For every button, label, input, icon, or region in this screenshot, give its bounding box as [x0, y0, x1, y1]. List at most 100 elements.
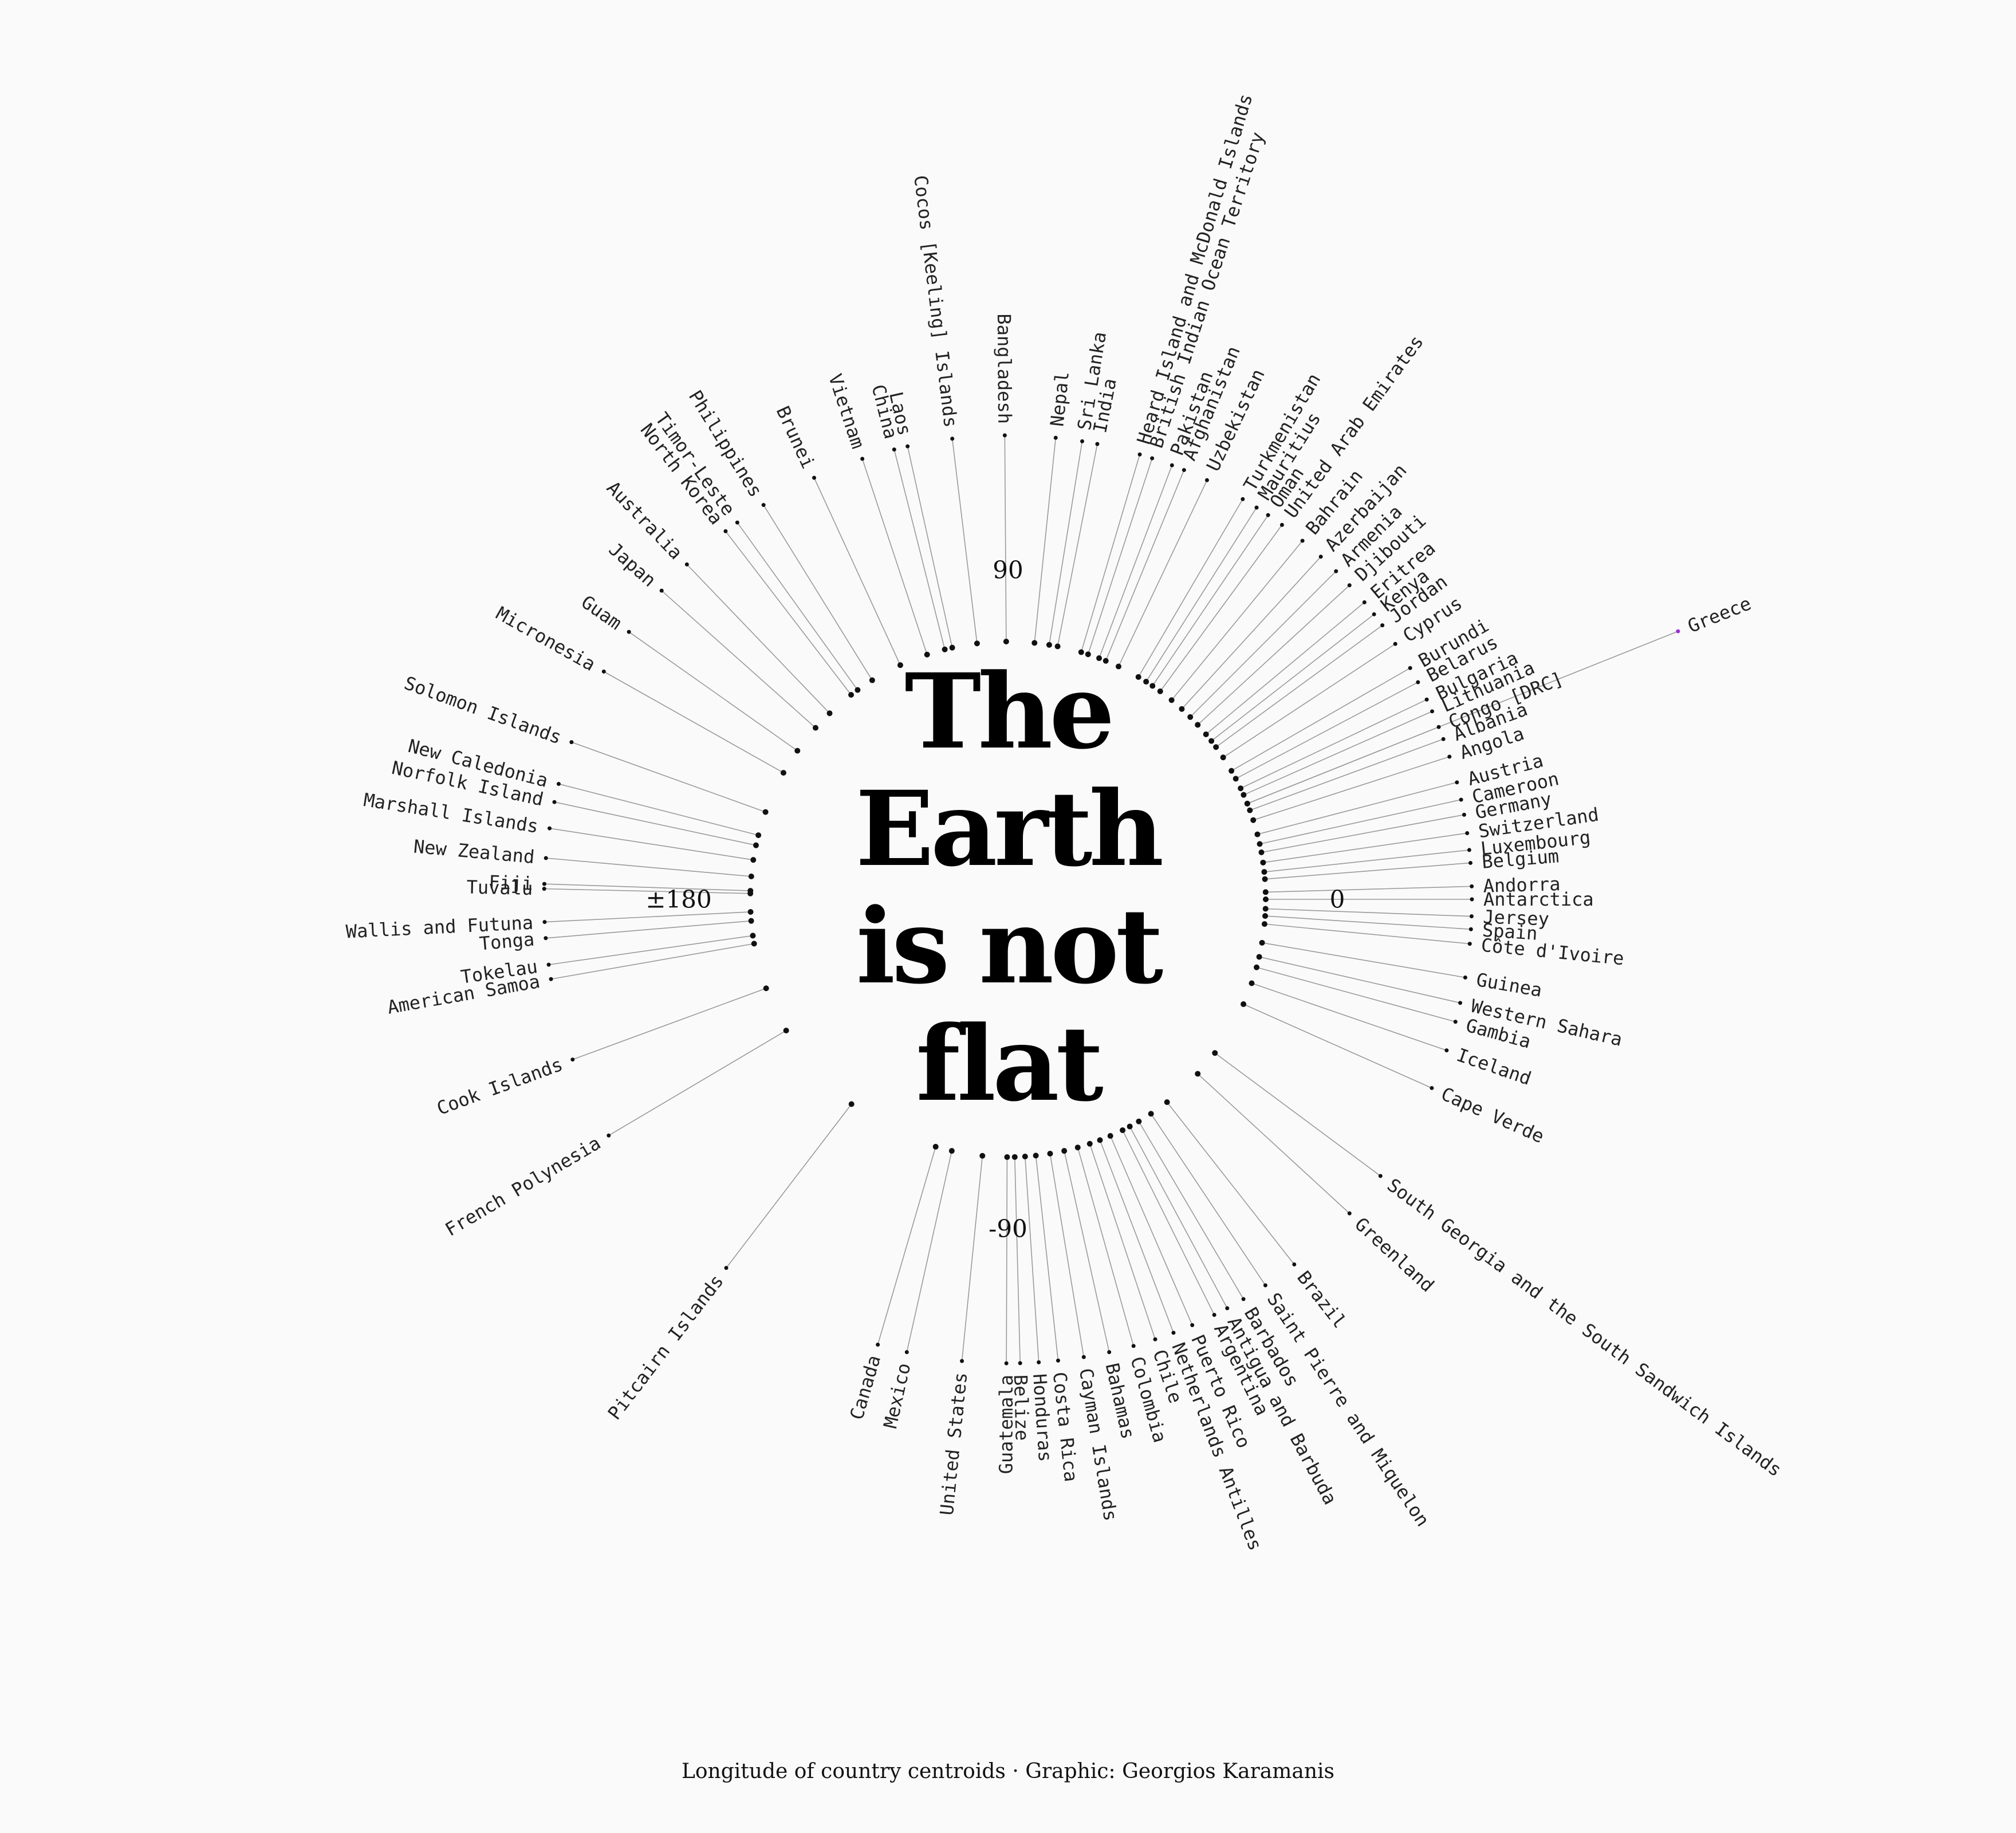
country-label-mexico: Mexico	[879, 1361, 915, 1430]
label-dot-south-georgia-and-the-south-sandwich-islands	[1378, 1174, 1383, 1178]
point-guam	[794, 748, 801, 754]
label-dot-norfolk-island	[552, 800, 557, 804]
point-cape-verde	[1241, 1001, 1247, 1008]
point-pakistan	[1096, 655, 1102, 662]
leader-line-french-polynesia	[608, 1030, 787, 1136]
country-label-guatemala: Guatemala	[995, 1375, 1017, 1474]
point-turkmenistan	[1135, 674, 1141, 680]
point-pitcairn-islands	[848, 1101, 855, 1107]
leader-line-mauritius	[1145, 507, 1257, 682]
leader-line-western-sahara	[1259, 956, 1460, 1004]
leader-line-micronesia	[603, 671, 784, 773]
label-dot-laos	[905, 444, 910, 449]
leader-line-andorra	[1265, 886, 1472, 893]
label-dot-fiji	[542, 882, 546, 886]
country-label-micronesia: Micronesia	[493, 602, 599, 675]
title-line-3: is not	[856, 886, 1163, 1007]
point-cook-islands	[763, 985, 769, 992]
point-barbados	[1136, 1118, 1142, 1124]
label-dot-north-korea	[723, 529, 728, 533]
leader-line-cayman-islands	[1049, 1153, 1085, 1358]
leader-line-brunei	[813, 477, 901, 666]
point-timor-leste	[855, 687, 861, 693]
label-dot-greenland	[1347, 1211, 1352, 1216]
country-label-pitcairn-islands: Pitcairn Islands	[604, 1270, 728, 1424]
leader-line-cape-verde	[1243, 1004, 1432, 1089]
label-dot-philippines	[761, 503, 766, 508]
point-cayman-islands	[1047, 1150, 1053, 1157]
label-dot-spain	[1468, 927, 1473, 931]
label-dot-guatemala	[1004, 1361, 1009, 1366]
leader-line-cook-islands	[572, 988, 766, 1060]
point-bangladesh	[1003, 639, 1009, 645]
label-dot-jersey	[1469, 914, 1474, 919]
point-norfolk-island	[753, 842, 759, 848]
label-dot-new-zealand	[544, 856, 548, 860]
leader-line-cocos-keeling-islands	[951, 438, 978, 644]
axis-tick-90: 90	[993, 556, 1023, 584]
label-dot-armenia	[1334, 569, 1338, 573]
country-label-brunei: Brunei	[772, 403, 820, 472]
label-dot-albania	[1441, 737, 1446, 741]
point-angola	[1250, 817, 1257, 823]
leader-line-heard-island-and-mcdonald-islands	[1081, 454, 1140, 652]
label-dot-solomon-islands	[569, 740, 574, 745]
point-spain	[1262, 913, 1269, 919]
caption: Longitude of country centroids · Graphic…	[681, 1760, 1335, 1783]
label-dot-bangladesh	[1002, 433, 1007, 438]
label-dot-western-sahara	[1458, 1001, 1463, 1005]
label-dot-netherlands-antilles	[1171, 1331, 1176, 1335]
leader-line-switzerland	[1263, 832, 1467, 863]
point-chile	[1086, 1140, 1093, 1147]
leader-line-jordan	[1215, 624, 1383, 748]
point-marshall-islands	[750, 857, 757, 863]
point-india	[1054, 643, 1061, 650]
leader-line-canada	[877, 1146, 936, 1345]
label-dot-cook-islands	[570, 1057, 575, 1062]
label-dot-united-arab-emirates	[1279, 522, 1284, 527]
label-dot-wallis-and-futuna	[542, 920, 547, 925]
point-djibouti	[1195, 722, 1201, 728]
country-label-tuvalu: Tuvalu	[466, 876, 533, 900]
leader-line-bahrain	[1171, 540, 1303, 701]
label-dot-saint-pierre-and-miquelon	[1263, 1283, 1267, 1288]
country-label-tonga: Tonga	[478, 929, 535, 955]
leader-line-india	[1057, 443, 1098, 647]
label-dot-greece	[1676, 629, 1680, 634]
label-dot-brunei	[812, 475, 817, 480]
label-dot-guam	[627, 630, 631, 634]
point-philippines	[869, 677, 875, 683]
label-dot-chile	[1153, 1337, 1157, 1342]
point-guatemala	[1004, 1154, 1010, 1160]
leader-line-british-indian-ocean-territory	[1088, 458, 1153, 655]
country-label-belize: Belize	[1010, 1374, 1033, 1441]
leader-line-djibouti	[1197, 585, 1350, 725]
point-cocos-keeling-islands	[974, 640, 980, 647]
leader-line-american-samoa	[550, 943, 754, 980]
label-dot-argentina	[1212, 1313, 1216, 1317]
label-dot-switzerland	[1465, 831, 1470, 835]
label-dot-burundi	[1408, 666, 1412, 670]
leader-line-brazil	[1167, 1102, 1295, 1265]
point-south-georgia-and-the-south-sandwich-islands	[1212, 1050, 1218, 1056]
leader-line-jersey	[1265, 908, 1472, 917]
leader-line-bangladesh	[1004, 435, 1007, 642]
label-dot-pakistan	[1170, 463, 1174, 467]
point-oman	[1149, 683, 1156, 689]
point-uzbekistan	[1116, 663, 1122, 670]
leader-line-tonga	[545, 920, 751, 939]
point-australia	[826, 710, 833, 717]
title-line-2: Earth	[855, 769, 1164, 890]
label-dot-cameroon	[1459, 797, 1463, 802]
country-label-united-states: United States	[936, 1371, 972, 1516]
country-label-cocos-keeling-islands: Cocos [Keeling] Islands	[909, 174, 962, 428]
leader-line-nepal	[1034, 438, 1057, 643]
point-antarctica	[1263, 896, 1269, 902]
point-greenland	[1195, 1071, 1201, 1077]
leader-line-wallis-and-futuna	[544, 911, 751, 923]
point-gambia	[1254, 964, 1260, 970]
leader-line-mexico	[906, 1150, 952, 1352]
leader-line-congo-drc	[1247, 726, 1439, 804]
point-heard-island-and-mcdonald-islands	[1078, 649, 1084, 655]
